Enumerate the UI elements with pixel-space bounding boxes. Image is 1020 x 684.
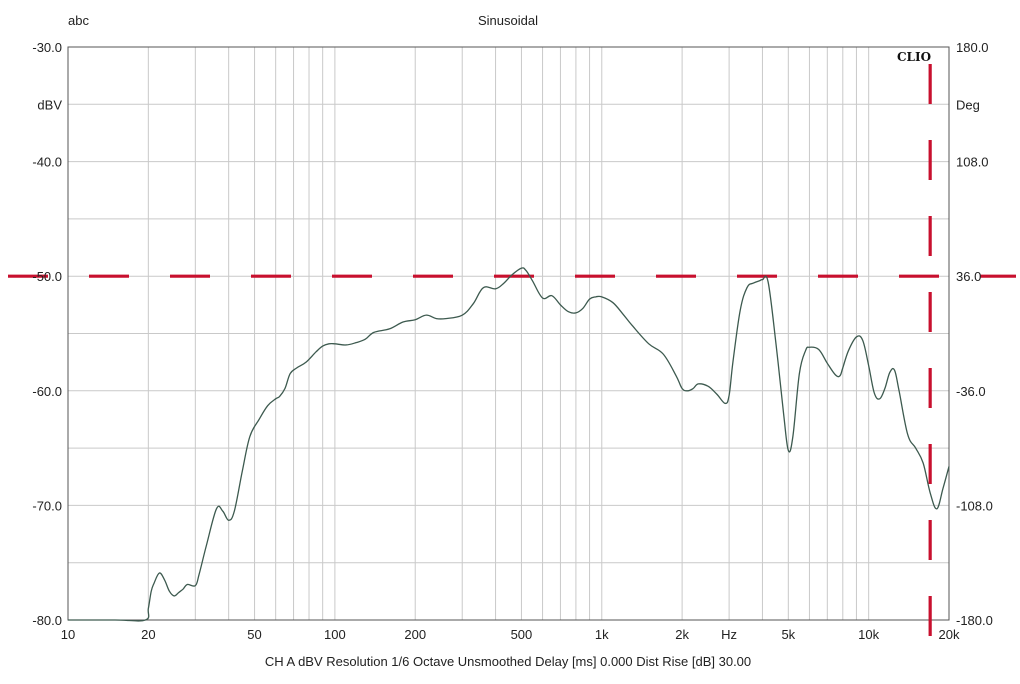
y-tick-labels-right: 180.0 108.0 36.0 -36.0 -108.0 -180.0: [956, 40, 993, 628]
y-tick-label-right: 36.0: [956, 269, 981, 284]
y-tick-label-right: -180.0: [956, 613, 993, 628]
y-tick-label-left: -60.0: [32, 384, 62, 399]
y-tick-label-left: -80.0: [32, 613, 62, 628]
y-tick-label-left: -40.0: [32, 155, 62, 170]
x-tick-labels: 10 20 50 100 200 500 1k 2k 5k 10k 20k: [61, 627, 960, 642]
cursor-markers: [8, 64, 1016, 664]
response-curve-line: [68, 267, 950, 622]
y-tick-label-right: 108.0: [956, 155, 989, 170]
x-tick-label: 500: [511, 627, 533, 642]
series-group: [68, 267, 950, 622]
x-tick-label: 10k: [858, 627, 879, 642]
y-tick-label-right: -36.0: [956, 384, 986, 399]
y-tick-labels-left: -30.0 -40.0 -50.0 -60.0 -70.0 -80.0: [32, 40, 62, 628]
y-tick-label-left: -50.0: [32, 269, 62, 284]
y-unit-label-right: Deg: [956, 97, 980, 112]
x-tick-label: 5k: [781, 627, 795, 642]
corner-label: abc: [68, 13, 89, 28]
status-line: CH A dBV Resolution 1/6 Octave Unsmoothe…: [265, 654, 751, 669]
plot-frame: [67, 46, 950, 621]
x-tick-label: 10: [61, 627, 75, 642]
x-tick-label: 1k: [595, 627, 609, 642]
y-unit-label-left: dBV: [37, 97, 62, 112]
x-tick-label: 2k: [675, 627, 689, 642]
clio-logo: CLIO: [897, 50, 931, 64]
x-tick-label: 20k: [939, 627, 960, 642]
x-tick-label: 50: [247, 627, 261, 642]
y-tick-label-left: -30.0: [32, 40, 62, 55]
x-tick-label: 100: [324, 627, 346, 642]
chart-title: Sinusoidal: [478, 13, 538, 28]
x-tick-label: 20: [141, 627, 155, 642]
grid: [67, 46, 950, 621]
x-tick-label: 200: [404, 627, 426, 642]
y-tick-label-right: -108.0: [956, 498, 993, 513]
y-tick-label-right: 180.0: [956, 40, 989, 55]
y-tick-label-left: -70.0: [32, 498, 62, 513]
x-unit-label: Hz: [721, 627, 737, 642]
